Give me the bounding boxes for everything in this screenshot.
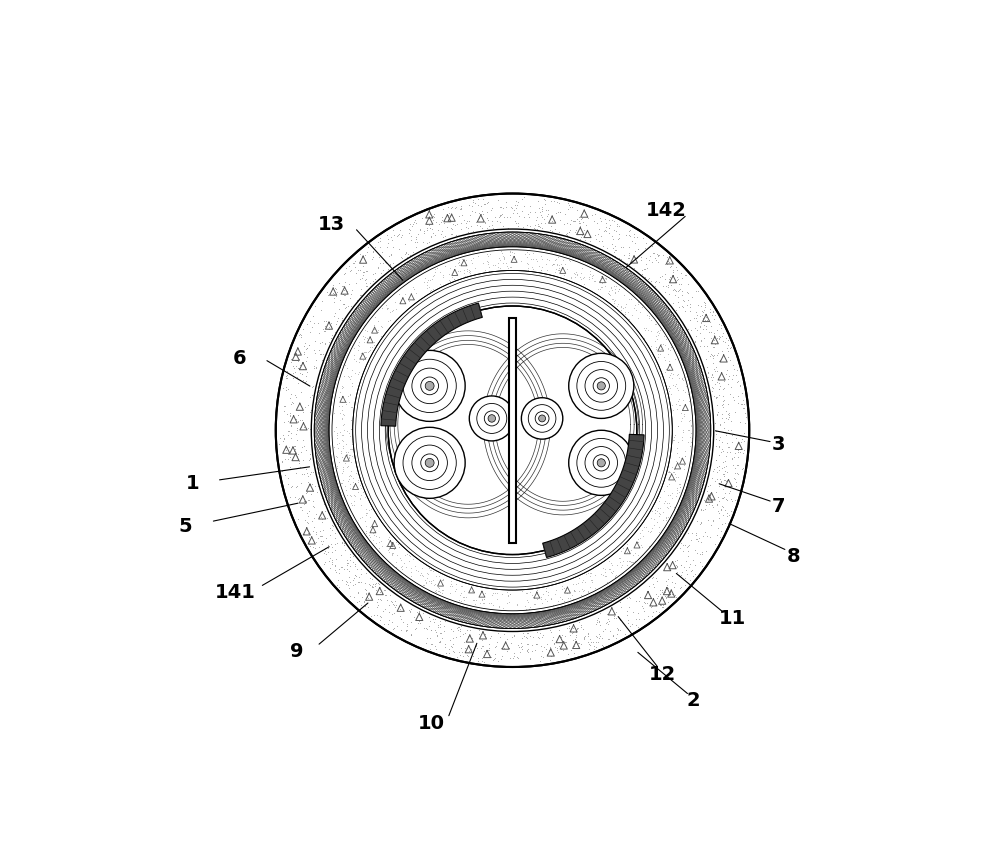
Polygon shape — [543, 435, 644, 558]
Circle shape — [388, 306, 637, 555]
Text: 12: 12 — [649, 664, 676, 683]
Circle shape — [488, 415, 496, 423]
Text: 2: 2 — [687, 691, 700, 710]
Text: 13: 13 — [318, 214, 345, 234]
Text: 10: 10 — [418, 714, 445, 733]
Circle shape — [314, 233, 711, 629]
Circle shape — [569, 354, 634, 419]
Circle shape — [329, 247, 696, 614]
Text: 141: 141 — [215, 583, 256, 601]
Circle shape — [597, 459, 605, 467]
Circle shape — [469, 397, 514, 441]
Circle shape — [394, 351, 465, 422]
Circle shape — [597, 382, 605, 391]
Text: 8: 8 — [787, 546, 800, 565]
Text: 5: 5 — [178, 517, 192, 536]
Text: 6: 6 — [232, 349, 246, 368]
Circle shape — [276, 194, 749, 667]
Text: 7: 7 — [771, 496, 785, 516]
Circle shape — [394, 428, 465, 499]
Text: 11: 11 — [718, 608, 746, 628]
Bar — [509, 318, 516, 543]
Circle shape — [353, 271, 672, 590]
Text: 3: 3 — [771, 434, 785, 454]
Circle shape — [521, 398, 563, 439]
Circle shape — [569, 431, 634, 496]
Circle shape — [425, 382, 434, 391]
Text: 1: 1 — [186, 473, 200, 493]
Text: 9: 9 — [290, 641, 304, 660]
Circle shape — [539, 415, 546, 422]
Circle shape — [425, 459, 434, 467]
Polygon shape — [381, 304, 482, 426]
Text: 142: 142 — [646, 201, 687, 220]
